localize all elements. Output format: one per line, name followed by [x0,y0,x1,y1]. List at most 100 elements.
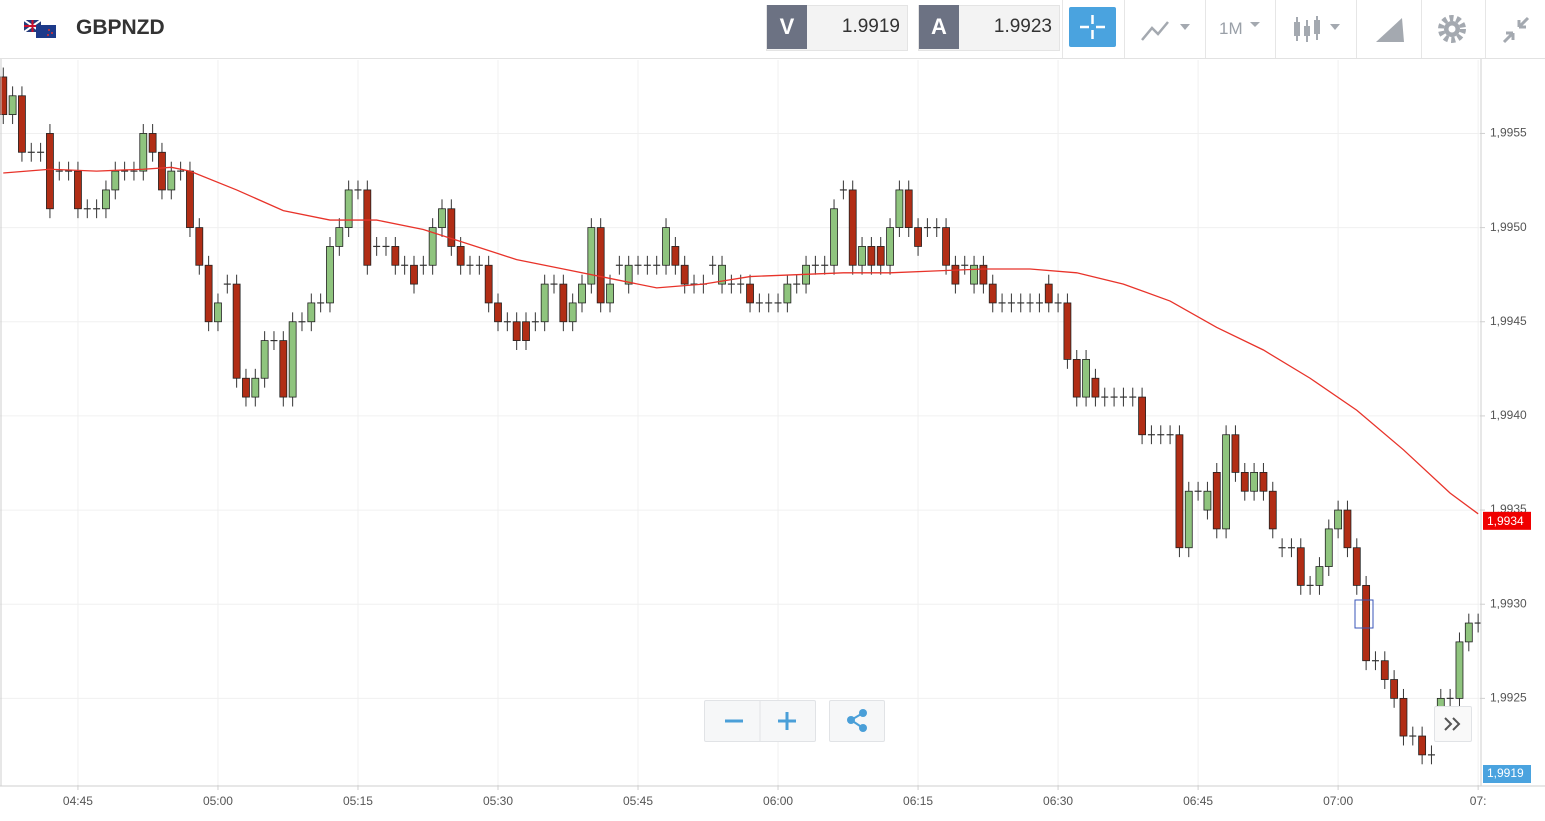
candle-body [914,227,922,247]
chart-type-button[interactable] [1138,14,1198,44]
candle-body [1464,622,1473,643]
candle-body [680,264,689,285]
candle-body [662,227,670,266]
candle-body [279,340,288,398]
candle-body [1231,434,1240,473]
candle-body [876,246,885,266]
x-tick-label: 05:45 [623,794,653,808]
candle-body [568,302,577,323]
separator [1275,0,1276,58]
candle-body [718,264,726,285]
candle-body [1250,472,1259,492]
candle-body [410,264,418,285]
candle-body [232,283,241,379]
candle-body [1082,359,1090,398]
y-tick-label: 1,9925 [1490,691,1527,705]
candle-body [1044,283,1053,304]
candle-body [1315,566,1324,586]
candle-body [1259,472,1268,492]
candle-body [260,340,269,379]
candle-body [830,208,838,266]
candle-body [1334,509,1343,530]
candle-body [1138,396,1146,436]
candle-body [494,302,502,323]
candle-body [438,208,446,228]
symbol: GBPNZD [76,16,165,39]
x-tick-label: 06:30 [1043,794,1073,808]
candle-body [484,264,493,304]
candle-body [578,283,586,304]
candle-body [1184,490,1193,549]
candle-body [1362,584,1371,662]
candle-body [139,133,148,172]
candle-body [951,264,960,285]
candle-body [102,189,110,210]
candle-body [307,302,316,323]
collapse-button[interactable] [1500,14,1532,46]
candle-body [1222,434,1230,530]
sell-price: 1.9919 [841,16,900,37]
separator [1485,0,1486,58]
candle-body [251,377,260,398]
grid [0,60,1480,785]
candle-body [335,227,344,247]
price-tag-label: 1,9919 [1487,766,1524,780]
dropdown-arrow [1250,22,1260,27]
candle-body [988,283,997,304]
candle-body [1240,472,1249,492]
x-tick-label: 05:15 [343,794,373,808]
candle-body [428,227,437,266]
candle-body [848,189,857,266]
candle-body [288,321,297,398]
candle-body [1091,377,1100,398]
candle-body [1072,359,1081,398]
candle-body [540,283,549,323]
share-button[interactable] [829,700,885,742]
candle-body [1455,641,1464,699]
candle-body [363,189,372,266]
candle-body [167,170,176,191]
y-tick-label: 1,9940 [1490,408,1527,422]
separator [1421,0,1422,58]
candle-body [111,170,120,191]
sell-label: V [767,5,807,49]
candle-body [8,95,17,116]
y-tick-label: 1,9930 [1490,596,1527,610]
candle-body [344,189,353,228]
drawing-tools-button[interactable] [1372,14,1408,44]
candle-body [596,227,605,304]
candle-body [148,133,157,153]
candle-body [158,151,166,191]
separator [1062,0,1063,58]
ma-price-tag [1483,511,1531,530]
candle-body [456,246,465,266]
x-tick-label: 07: [1470,794,1487,808]
candle-body [326,246,334,304]
candle-body [186,170,194,228]
candle-body [18,95,26,153]
buy-label: A [919,5,959,49]
y-tick-label: 1,9955 [1490,126,1527,140]
x-tick-label: 05:00 [203,794,233,808]
candle-body [195,227,204,266]
candle-body [858,246,866,266]
candle-body [671,246,680,266]
x-tick-label: 07:00 [1323,794,1353,808]
candle-body [242,377,250,398]
x-tick-label: 05:30 [483,794,513,808]
candle-body [1063,302,1072,360]
candle-body [204,264,213,323]
candle-body [391,246,400,266]
candle-body [587,227,596,285]
scroll-right-button[interactable] [1434,706,1472,742]
timeframe-button[interactable]: 1M [1219,19,1243,38]
separator [1205,0,1206,58]
price-tag [1483,765,1531,783]
ma-price-tag-label: 1,9934 [1487,514,1524,528]
candle-body [46,133,54,210]
candle-body [942,227,950,266]
crosshair-button[interactable] [1069,7,1116,47]
candle-body [522,321,530,341]
settings-button[interactable] [1436,13,1468,45]
candle-style-button[interactable] [1290,12,1350,46]
